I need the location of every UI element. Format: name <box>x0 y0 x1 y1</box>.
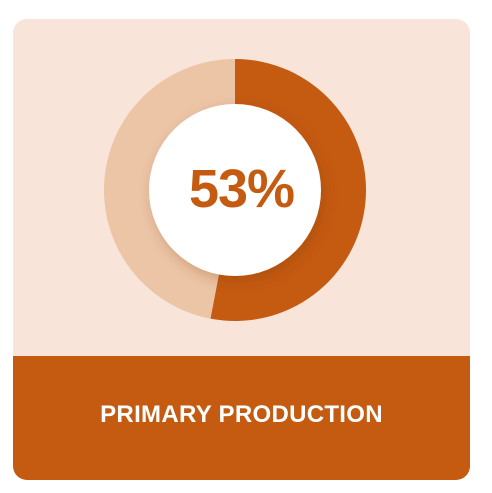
caption-text: PRIMARY PRODUCTION <box>100 401 383 428</box>
donut-center <box>149 104 321 276</box>
donut-svg <box>103 59 366 321</box>
stat-card: 53% PRIMARY PRODUCTION <box>13 19 470 480</box>
caption-bar: PRIMARY PRODUCTION <box>13 356 470 480</box>
donut-chart: 53% <box>13 19 470 356</box>
